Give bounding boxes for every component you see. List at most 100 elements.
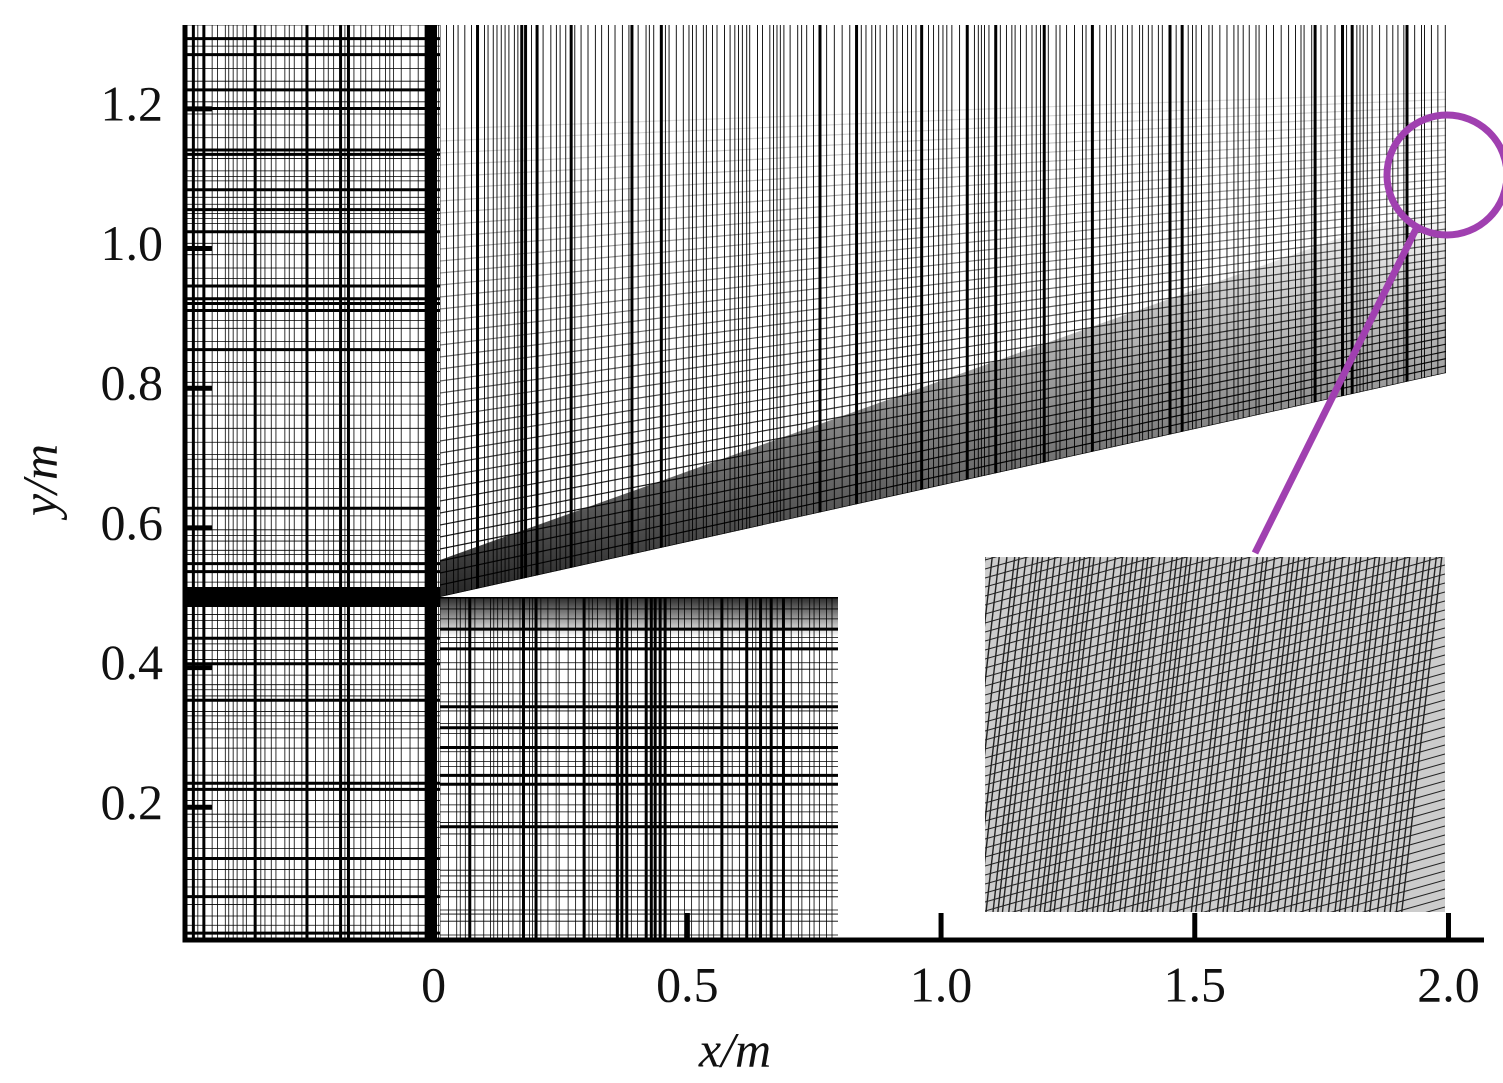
mesh-line (1162, 557, 1204, 912)
y-tick-label: 0.8 (101, 355, 164, 411)
mesh-line (1338, 557, 1381, 912)
mesh-line (1369, 557, 1411, 912)
mesh-line (985, 557, 1444, 687)
mesh-line (1241, 557, 1283, 912)
mesh-line (1264, 557, 1306, 912)
mesh-line (985, 699, 1445, 831)
mesh-line (1059, 557, 1102, 912)
mesh-line (440, 206, 1446, 322)
mesh-line (985, 735, 1445, 867)
mesh-line (1081, 557, 1124, 912)
y-tick-label: 1.2 (101, 75, 164, 131)
mesh-line (440, 106, 1446, 154)
mesh-line (1043, 557, 1086, 912)
y-axis-label: y/m (11, 444, 67, 521)
mesh-line (1156, 557, 1199, 912)
mesh-line (985, 557, 1157, 606)
mesh-line (440, 120, 1446, 178)
mesh-line (985, 557, 1316, 651)
mesh-line (1020, 557, 1062, 912)
mesh-line (1266, 861, 1445, 912)
mesh-line (1066, 557, 1109, 912)
mesh-line (1074, 557, 1116, 912)
mesh-line (1208, 557, 1250, 912)
mesh-line (1200, 557, 1243, 912)
mesh-line (440, 149, 1446, 226)
mesh-line (1361, 888, 1445, 912)
mesh-line (1027, 557, 1070, 912)
y-tick-label: 1.0 (101, 215, 164, 271)
mesh-line (997, 557, 1039, 912)
mesh-region (440, 25, 1446, 597)
axes (182, 25, 1484, 943)
mesh-region (985, 557, 1445, 912)
mesh-line (985, 627, 1445, 759)
mesh-line (1195, 557, 1237, 912)
mesh-line (985, 557, 1125, 597)
mesh-line (440, 597, 838, 637)
mesh-line (985, 762, 1445, 894)
mesh-line (1315, 557, 1358, 912)
mesh-line (1222, 557, 1264, 912)
mesh-line (1086, 557, 1128, 912)
mesh-line (985, 609, 1445, 741)
y-tick-label: 0.4 (101, 634, 164, 690)
mesh-line (440, 127, 1446, 190)
mesh-line (985, 780, 1445, 912)
mesh-line (440, 235, 1446, 370)
mesh-line (440, 200, 1446, 597)
x-axis-label: x/m (698, 1021, 771, 1077)
mesh-line (440, 163, 1446, 250)
mesh-line (1401, 557, 1443, 912)
mesh-line (425, 25, 437, 940)
mesh-line (440, 192, 1446, 298)
mesh-line (985, 654, 1445, 786)
mesh-line (985, 557, 1221, 624)
mesh-line (440, 170, 1446, 262)
mesh-region (440, 597, 838, 940)
mesh-line (440, 98, 1446, 142)
mesh-line (985, 557, 1008, 758)
mesh-line (187, 587, 440, 607)
mesh-line (985, 557, 1253, 633)
zoom-line (1251, 223, 1422, 555)
mesh-line (1395, 557, 1437, 912)
mesh-line (440, 228, 1446, 358)
mesh-line (1131, 557, 1174, 912)
x-tick-label: 0.5 (656, 956, 719, 1012)
mesh-line (985, 573, 1445, 705)
mesh-line (1258, 557, 1300, 912)
mesh (187, 25, 1446, 940)
mesh-line (1298, 870, 1445, 912)
mesh-line (1033, 557, 1076, 912)
mesh-line (985, 564, 1445, 696)
mesh-line (440, 156, 1446, 238)
mesh-line (1169, 557, 1211, 912)
mesh-line (985, 557, 1380, 669)
x-tick-label: 1.5 (1164, 956, 1227, 1012)
y-tick-label: 0.6 (101, 494, 164, 550)
mesh-line (1049, 557, 1091, 912)
mesh-line (985, 618, 1445, 750)
mesh-line (440, 221, 1446, 346)
mesh-line (1376, 557, 1419, 912)
mesh-line (440, 178, 1446, 274)
mesh-line (1053, 557, 1095, 912)
mesh-line (985, 681, 1445, 813)
mesh-line (440, 91, 1446, 130)
mesh-line (1308, 557, 1351, 912)
mesh-line (985, 771, 1445, 903)
mesh-line (1290, 557, 1332, 912)
mesh-line (1226, 557, 1268, 912)
mesh-line (440, 214, 1446, 334)
mesh-line (440, 113, 1446, 166)
mesh-line (985, 753, 1445, 885)
mesh-line (1276, 557, 1319, 912)
mesh-line (985, 672, 1445, 804)
mesh-line (1146, 557, 1188, 912)
mesh-line (1383, 557, 1426, 912)
mesh-line (985, 726, 1445, 858)
mesh-line (1123, 557, 1166, 912)
mesh-line (1075, 807, 1445, 912)
